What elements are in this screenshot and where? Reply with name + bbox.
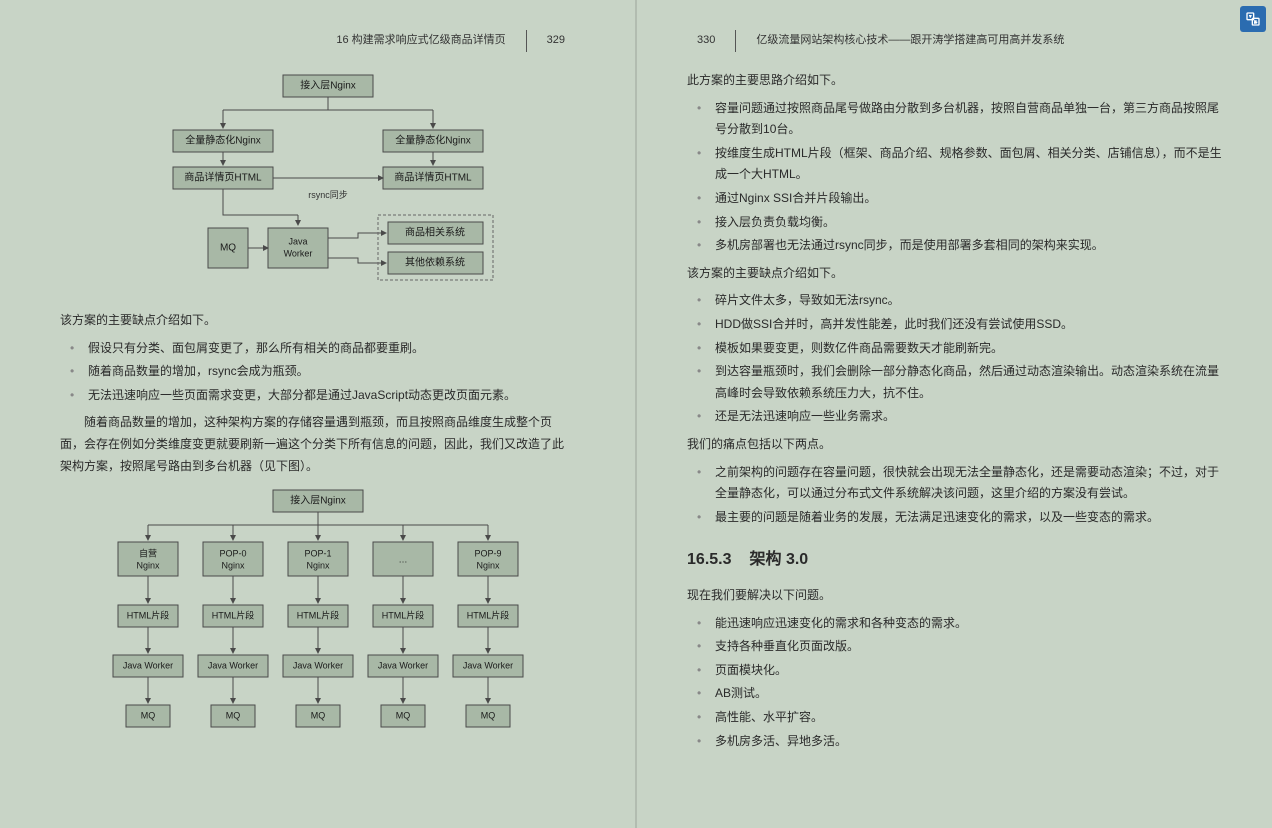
book-title: 亿级流量网站架构核心技术——跟开涛学搭建高可用高并发系统 bbox=[756, 31, 1064, 51]
svg-text:自营: 自营 bbox=[138, 548, 156, 559]
r-intro-1: 此方案的主要思路介绍如下。 bbox=[687, 70, 1222, 92]
rb3-0: 之前架构的问题存在容量问题，很快就会出现无法全量静态化，还是需要动态渲染；不过，… bbox=[687, 462, 1222, 505]
section-heading: 16.5.3 架构 3.0 bbox=[687, 546, 1222, 575]
rb2-1: HDD做SSI合并时，高并发性能差，此时我们还没有尝试使用SSD。 bbox=[687, 314, 1222, 336]
rb4-0: 能迅速响应迅速变化的需求和各种变态的需求。 bbox=[687, 613, 1222, 635]
svg-text:HTML片段: HTML片段 bbox=[211, 610, 254, 621]
rb2-2: 模板如果要变更，则数亿件商品需要数天才能刷新完。 bbox=[687, 338, 1222, 360]
svg-text:MQ: MQ bbox=[310, 711, 325, 721]
svg-text:MQ: MQ bbox=[140, 711, 155, 721]
d1-rsync: rsync同步 bbox=[308, 190, 348, 200]
svg-text:MQ: MQ bbox=[480, 711, 495, 721]
section-title: 架构 3.0 bbox=[750, 546, 809, 575]
svg-text:POP-0: POP-0 bbox=[219, 549, 246, 559]
svg-text:POP-9: POP-9 bbox=[474, 549, 501, 559]
d1-jw1: Java bbox=[288, 236, 307, 246]
rb4-2: 页面模块化。 bbox=[687, 660, 1222, 682]
r-intro-3: 我们的痛点包括以下两点。 bbox=[687, 434, 1222, 456]
page-number-right: 330 bbox=[697, 31, 715, 51]
svg-text:Java Worker: Java Worker bbox=[377, 661, 427, 671]
d1-dep: 其他依赖系统 bbox=[405, 256, 465, 269]
svg-text:HTML片段: HTML片段 bbox=[126, 610, 169, 621]
left-bullets-1: 假设只有分类、面包屑变更了，那么所有相关的商品都要重刷。 随着商品数量的增加，r… bbox=[60, 338, 575, 407]
rb2-4: 还是无法迅速响应一些业务需求。 bbox=[687, 406, 1222, 428]
rb1-2: 通过Nginx SSI合并片段输出。 bbox=[687, 188, 1222, 210]
d1-mq: MQ bbox=[219, 243, 235, 254]
svg-text:POP-1: POP-1 bbox=[304, 549, 331, 559]
left-intro-1: 该方案的主要缺点介绍如下。 bbox=[60, 310, 575, 332]
svg-text:Java Worker: Java Worker bbox=[462, 661, 512, 671]
d1-top: 接入层Nginx bbox=[300, 79, 356, 92]
d1-l3a: 商品详情页HTML bbox=[184, 171, 262, 184]
translate-icon[interactable] bbox=[1240, 6, 1266, 32]
right-page: 330 亿级流量网站架构核心技术——跟开涛学搭建高可用高并发系统 此方案的主要思… bbox=[637, 0, 1272, 828]
svg-text:MQ: MQ bbox=[395, 711, 410, 721]
svg-text:Nginx: Nginx bbox=[221, 561, 245, 571]
right-page-header: 330 亿级流量网站架构核心技术——跟开涛学搭建高可用高并发系统 bbox=[687, 30, 1222, 52]
svg-text:Java Worker: Java Worker bbox=[292, 661, 342, 671]
header-divider bbox=[735, 30, 736, 52]
header-divider bbox=[526, 30, 527, 52]
d1-l3b: 商品详情页HTML bbox=[394, 171, 472, 184]
svg-text:MQ: MQ bbox=[225, 711, 240, 721]
svg-text:Java Worker: Java Worker bbox=[207, 661, 257, 671]
r-intro-4: 现在我们要解决以下问题。 bbox=[687, 585, 1222, 607]
rb4-4: 高性能、水平扩容。 bbox=[687, 707, 1222, 729]
svg-text:Java Worker: Java Worker bbox=[122, 661, 172, 671]
left-page-header: 16 构建需求响应式亿级商品详情页 329 bbox=[60, 30, 575, 52]
svg-text:Nginx: Nginx bbox=[306, 561, 330, 571]
architecture-diagram-2: 接入层Nginx 自营 Nginx HTML片段 bbox=[60, 485, 575, 765]
rb1-0: 容量问题通过按照商品尾号做路由分散到多台机器，按照自营商品单独一台，第三方商品按… bbox=[687, 98, 1222, 141]
svg-text:Nginx: Nginx bbox=[136, 561, 160, 571]
svg-text:HTML片段: HTML片段 bbox=[466, 610, 509, 621]
d2-top: 接入层Nginx bbox=[290, 494, 346, 507]
lb1-1: 随着商品数量的增加，rsync会成为瓶颈。 bbox=[60, 361, 575, 383]
book-spread: 16 构建需求响应式亿级商品详情页 329 接入层Nginx bbox=[0, 0, 1272, 828]
rb4-3: AB测试。 bbox=[687, 683, 1222, 705]
rb2-3: 到达容量瓶颈时，我们会删除一部分静态化商品，然后通过动态渲染输出。动态渲染系统在… bbox=[687, 361, 1222, 404]
d1-jw2: Worker bbox=[283, 248, 312, 258]
lb1-0: 假设只有分类、面包屑变更了，那么所有相关的商品都要重刷。 bbox=[60, 338, 575, 360]
r-bullets-3: 之前架构的问题存在容量问题，很快就会出现无法全量静态化，还是需要动态渲染；不过，… bbox=[687, 462, 1222, 529]
rb1-3: 接入层负责负载均衡。 bbox=[687, 212, 1222, 234]
rb1-1: 按维度生成HTML片段（框架、商品介绍、规格参数、面包屑、相关分类、店铺信息），… bbox=[687, 143, 1222, 186]
svg-text:…: … bbox=[398, 555, 407, 565]
d1-l2b: 全量静态化Nginx bbox=[395, 134, 471, 147]
svg-text:Nginx: Nginx bbox=[476, 561, 500, 571]
d1-l2a: 全量静态化Nginx bbox=[185, 134, 261, 147]
d1-rel: 商品相关系统 bbox=[405, 226, 465, 239]
rb3-1: 最主要的问题是随着业务的发展，无法满足迅速变化的需求，以及一些变态的需求。 bbox=[687, 507, 1222, 529]
r-bullets-4: 能迅速响应迅速变化的需求和各种变态的需求。 支持各种垂直化页面改版。 页面模块化… bbox=[687, 613, 1222, 753]
lb1-2: 无法迅速响应一些页面需求变更，大部分都是通过JavaScript动态更改页面元素… bbox=[60, 385, 575, 407]
left-para-1: 随着商品数量的增加，这种架构方案的存储容量遇到瓶颈，而且按照商品维度生成整个页面… bbox=[60, 412, 575, 477]
page-number-left: 329 bbox=[547, 31, 565, 51]
r-bullets-1: 容量问题通过按照商品尾号做路由分散到多台机器，按照自营商品单独一台，第三方商品按… bbox=[687, 98, 1222, 257]
rb4-1: 支持各种垂直化页面改版。 bbox=[687, 636, 1222, 658]
architecture-diagram-1: 接入层Nginx 全量静态化Nginx 全量静态化Nginx 商品详情页HTML… bbox=[60, 70, 575, 300]
rb4-5: 多机房多活、异地多活。 bbox=[687, 731, 1222, 753]
rb1-4: 多机房部署也无法通过rsync同步，而是使用部署多套相同的架构来实现。 bbox=[687, 235, 1222, 257]
left-page: 16 构建需求响应式亿级商品详情页 329 接入层Nginx bbox=[0, 0, 635, 828]
chapter-title: 16 构建需求响应式亿级商品详情页 bbox=[336, 31, 505, 51]
rb2-0: 碎片文件太多，导致如无法rsync。 bbox=[687, 290, 1222, 312]
svg-text:HTML片段: HTML片段 bbox=[381, 610, 424, 621]
svg-text:HTML片段: HTML片段 bbox=[296, 610, 339, 621]
r-bullets-2: 碎片文件太多，导致如无法rsync。 HDD做SSI合并时，高并发性能差，此时我… bbox=[687, 290, 1222, 428]
r-intro-2: 该方案的主要缺点介绍如下。 bbox=[687, 263, 1222, 285]
section-number: 16.5.3 bbox=[687, 546, 731, 575]
